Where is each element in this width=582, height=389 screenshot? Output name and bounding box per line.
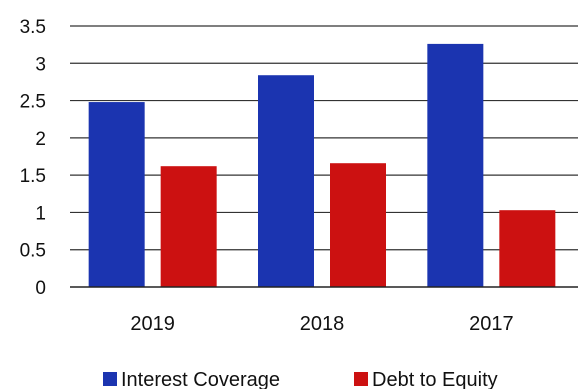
y-tick-label: 2 bbox=[35, 129, 46, 150]
bar-interest-coverage-2017 bbox=[427, 43, 484, 288]
legend-swatch bbox=[354, 372, 368, 386]
gridlines bbox=[70, 25, 578, 251]
x-category-label: 2018 bbox=[300, 313, 345, 335]
legend-label: Debt to Equity bbox=[372, 369, 498, 389]
y-tick-label: 0.5 bbox=[20, 241, 46, 262]
bar-debt-to-equity-2019 bbox=[160, 166, 217, 287]
y-tick-label: 1.5 bbox=[20, 166, 46, 187]
x-axis-category-labels: 2019 2018 2017 bbox=[130, 313, 513, 335]
legend: Interest Coverage Debt to Equity bbox=[103, 369, 498, 389]
y-tick-label: 0 bbox=[35, 278, 46, 299]
bar-debt-to-equity-2018 bbox=[330, 163, 386, 287]
bar-debt-to-equity-2017 bbox=[499, 210, 556, 287]
y-tick-label: 3 bbox=[35, 54, 46, 75]
legend-label: Interest Coverage bbox=[121, 369, 280, 389]
legend-swatch bbox=[103, 372, 117, 386]
x-category-label: 2019 bbox=[130, 313, 175, 335]
y-tick-label: 1 bbox=[35, 203, 46, 224]
bar-interest-coverage-2019 bbox=[88, 102, 145, 287]
bar-interest-coverage-2018 bbox=[258, 75, 314, 288]
bars bbox=[88, 43, 556, 288]
y-axis-tick-labels: 0 0.5 1 1.5 2 2.5 3 3.5 bbox=[20, 17, 46, 299]
y-tick-label: 3.5 bbox=[20, 17, 46, 38]
x-category-label: 2017 bbox=[469, 313, 514, 335]
y-tick-label: 2.5 bbox=[20, 92, 46, 113]
